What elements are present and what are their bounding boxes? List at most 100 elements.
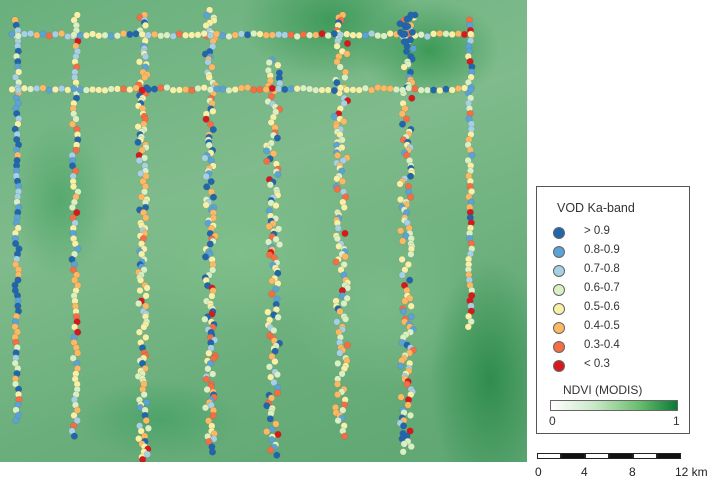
vod-point [136,287,144,295]
vod-point [264,308,272,316]
vod-point [461,84,469,92]
vod-point [142,292,150,300]
vod-point [267,446,275,454]
legend-label: 0.8-0.9 [584,244,620,256]
scale-label: 0 [535,465,542,479]
vod-point [144,424,152,432]
vod-point [134,138,142,146]
legend: VOD Ka-band > 0.9 0.8-0.9 0.7-0.8 0.6-0.… [536,186,690,434]
vod-point [137,169,145,177]
vod-point [333,42,341,50]
vod-point [107,85,115,93]
vod-point [237,84,245,92]
vod-point [256,30,264,38]
vod-point [407,36,415,44]
vod-point [454,84,462,92]
vod-point [141,73,149,81]
vod-point [400,307,408,315]
vod-point [271,358,279,366]
vod-point [430,86,438,94]
vod-point [266,181,274,189]
vod-point [194,31,202,39]
vod-point [202,172,210,180]
vod-point [332,258,340,266]
vod-point [401,105,409,113]
vod-point [134,123,142,131]
vod-point [208,63,216,71]
vod-point [275,85,283,93]
vod-point [175,86,183,94]
vod-point [293,85,301,93]
vod-point [396,180,404,188]
vod-point [135,328,143,336]
vod-point [334,151,342,159]
vod-point [207,178,215,186]
vod-point [337,266,345,274]
legend-label: 0.4-0.5 [584,320,620,332]
vod-point [409,45,417,53]
vod-point [194,84,202,92]
vod-point [399,31,407,39]
vod-point [272,420,280,428]
vod-point [141,21,149,29]
scale-label: 8 [629,465,636,479]
vod-point [140,266,148,274]
vod-point [344,341,352,349]
vod-point [209,193,217,201]
vod-point [69,183,77,191]
vod-point [265,59,273,67]
vod-point [101,86,109,94]
vod-point [45,32,53,40]
vod-point [205,438,213,446]
legend-title: VOD Ka-band [557,201,635,215]
vod-point [70,31,78,39]
vod-point [68,203,76,211]
legend-swatch-icon [553,227,565,239]
vod-point [250,30,258,38]
vod-point [344,284,352,292]
legend-item: > 0.9 [553,225,683,241]
vod-point [330,86,338,94]
vod-point [14,32,22,40]
legend-swatch-icon [553,322,565,334]
vod-point [12,240,20,248]
legend-swatch-icon [553,265,565,277]
scale-label: 4 [581,465,588,479]
vod-point [274,313,282,321]
vod-point [312,31,320,39]
vod-point [206,240,214,248]
vod-point [355,31,363,39]
vod-point [262,86,270,94]
legend-label: 0.6-0.7 [584,282,620,294]
vod-point [374,83,382,91]
vod-point [334,224,342,232]
vod-point [340,261,348,269]
vod-point [137,427,145,435]
legend-swatch-icon [553,284,565,296]
vod-point [101,31,109,39]
map-panel[interactable] [0,0,527,462]
vod-point [138,86,146,94]
vod-point [135,58,143,66]
vod-point [273,451,281,459]
vod-point [205,417,213,425]
vod-point [144,31,152,39]
vod-point [143,284,151,292]
vod-point [182,31,190,39]
vod-point [270,150,278,158]
vod-point [442,85,450,93]
vod-point [142,333,150,341]
vod-point [68,120,76,128]
vod-point [70,84,78,92]
vod-point [113,85,121,93]
vod-point [287,31,295,39]
vod-point [169,32,177,40]
vod-point [464,323,472,331]
vod-point [73,11,81,19]
vod-point [202,201,210,209]
vod-point [262,31,270,39]
vod-point [306,85,314,93]
vod-point [188,86,196,94]
vod-point [270,378,278,386]
vod-point [141,53,149,61]
